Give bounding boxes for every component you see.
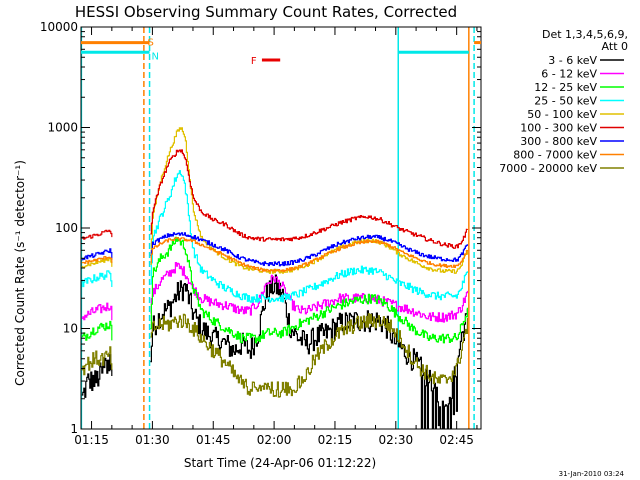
annotation-label-f: F xyxy=(251,56,257,67)
x-tick-label: 01:30 xyxy=(135,433,170,447)
annotations: SN F xyxy=(81,38,481,67)
y-tick-label: 100 xyxy=(55,221,78,235)
series-line xyxy=(150,237,468,273)
x-tick-label: 02:30 xyxy=(379,433,414,447)
legend-entry-label: 25 - 50 keV xyxy=(534,95,597,108)
axes: 1 10 100 1000 10000 01:15 01:30 01:45 02:00 02:15… xyxy=(40,20,482,447)
series-line xyxy=(150,170,468,303)
series-line xyxy=(81,229,113,240)
x-tick-label: 02:00 xyxy=(257,433,292,447)
series-line xyxy=(150,236,468,344)
series-line xyxy=(150,274,468,429)
legend-entry-label: 800 - 7000 keV xyxy=(513,149,597,162)
legend-header: Att 0 xyxy=(602,40,628,53)
y-tick-label: 1000 xyxy=(47,121,78,135)
x-tick-label: 01:45 xyxy=(196,433,231,447)
y-tick-label: 10000 xyxy=(40,20,78,34)
legend-entry-label: 6 - 12 keV xyxy=(541,68,597,81)
series-line xyxy=(81,248,113,261)
series-line xyxy=(150,232,468,267)
series-line xyxy=(81,302,113,321)
y-tick-label: 1 xyxy=(70,422,78,436)
plot-area xyxy=(81,27,475,429)
series-line xyxy=(150,313,468,398)
series-line xyxy=(81,354,113,398)
series-line xyxy=(81,320,113,341)
legend-entry-label: 100 - 300 keV xyxy=(520,122,597,135)
x-axis-label: Start Time (24-Apr-06 01:12:22) xyxy=(184,456,376,470)
legend-entry-label: 12 - 25 keV xyxy=(534,81,597,94)
legend-entry-label: 300 - 800 keV xyxy=(520,135,597,148)
legend-entry-label: 50 - 100 keV xyxy=(527,108,597,121)
x-tick-label: 02:45 xyxy=(439,433,474,447)
y-tick-label: 10 xyxy=(63,322,78,336)
series-line xyxy=(81,270,113,288)
annotation-label-n: N xyxy=(152,51,159,62)
series-line xyxy=(150,149,468,249)
annotation-label-s: S xyxy=(148,38,154,49)
x-tick-label: 01:15 xyxy=(74,433,109,447)
y-axis-label: Corrected Count Rate (s⁻¹ detector⁻¹) xyxy=(13,160,27,386)
series-line xyxy=(81,346,113,376)
footer-timestamp: 31-Jan-2010 03:24 xyxy=(559,470,625,478)
legend-entry-label: 7000 - 20000 keV xyxy=(499,162,597,175)
legend-entry-label: 3 - 6 keV xyxy=(548,54,597,67)
series-line xyxy=(81,256,113,264)
x-tick-label: 02:15 xyxy=(318,433,353,447)
chart-title: HESSI Observing Summary Count Rates, Cor… xyxy=(75,3,457,21)
legend-header: Det 1,3,4,5,6,9, xyxy=(542,28,628,41)
series-line xyxy=(150,262,468,323)
